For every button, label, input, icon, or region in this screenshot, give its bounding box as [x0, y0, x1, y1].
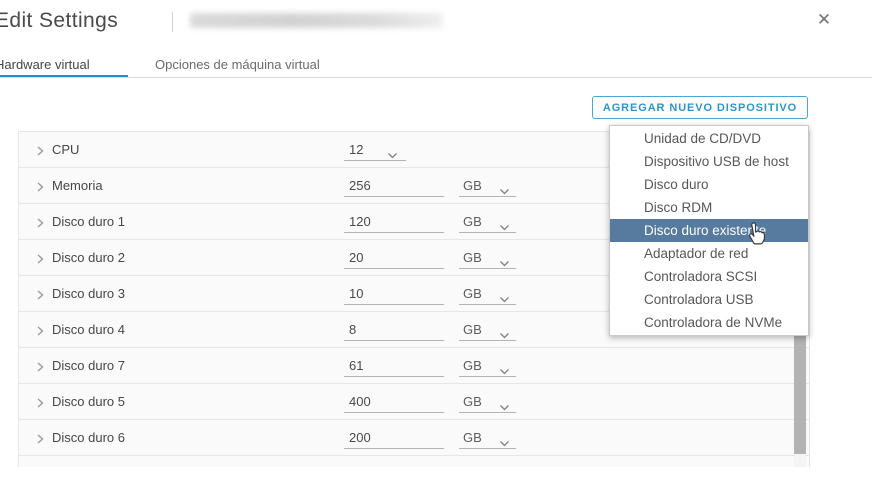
- unit-select[interactable]: GB: [459, 427, 516, 449]
- dialog-title: Edit Settings: [0, 9, 119, 32]
- active-tab-underline: [0, 75, 128, 78]
- add-device-menu-items: Unidad de CD/DVD Dispositivo USB de host…: [610, 127, 808, 334]
- menu-item[interactable]: Controladora de NVMe: [610, 311, 808, 334]
- unit-text: GB: [463, 322, 482, 337]
- menu-item[interactable]: Controladora USB: [610, 288, 808, 311]
- chevron-down-icon: [499, 183, 510, 201]
- value-text: 400: [349, 394, 371, 409]
- hardware-row-label: Disco duro 3: [52, 286, 125, 301]
- value-field[interactable]: 200: [344, 427, 444, 449]
- chevron-down-icon: [499, 435, 510, 453]
- chevron-down-icon: [499, 327, 510, 345]
- value-text: 20: [349, 250, 364, 265]
- chevron-down-icon: [499, 219, 510, 237]
- unit-select[interactable]: GB: [459, 319, 516, 341]
- hardware-row: Disco duro 6 200 GB: [19, 420, 809, 456]
- menu-item[interactable]: Disco RDM: [610, 196, 808, 219]
- chevron-down-icon: [499, 291, 510, 309]
- unit-text: GB: [463, 250, 482, 265]
- value-text: 8: [349, 322, 357, 337]
- menu-item[interactable]: Disco duro existente: [610, 219, 808, 245]
- title-separator: [172, 12, 173, 32]
- chevron-down-icon: [499, 255, 510, 273]
- unit-text: GB: [463, 214, 482, 229]
- unit-select[interactable]: GB: [459, 283, 516, 305]
- chevron-down-icon: [499, 399, 510, 417]
- menu-item-label: Dispositivo USB de host: [644, 154, 789, 169]
- hardware-row: Disco duro 7 61 GB: [19, 348, 809, 384]
- unit-select[interactable]: GB: [459, 391, 516, 413]
- hardware-row-label: Disco duro 2: [52, 250, 125, 265]
- expand-chevron-icon[interactable]: [34, 252, 46, 264]
- value-field[interactable]: 120: [344, 211, 444, 233]
- value-text: 256: [349, 178, 371, 193]
- close-icon[interactable]: ✕: [816, 10, 832, 29]
- value-field[interactable]: 8: [344, 319, 444, 341]
- unit-text: GB: [463, 286, 482, 301]
- value-field[interactable]: 10: [344, 283, 444, 305]
- add-device-menu: Unidad de CD/DVD Dispositivo USB de host…: [609, 125, 809, 336]
- menu-item[interactable]: Unidad de CD/DVD: [610, 127, 808, 150]
- expand-chevron-icon[interactable]: [34, 216, 46, 228]
- menu-item-label: Disco duro: [644, 177, 709, 192]
- unit-text: GB: [463, 358, 482, 373]
- unit-select[interactable]: GB: [459, 355, 516, 377]
- scrollbar-thumb[interactable]: [794, 336, 806, 454]
- value-field[interactable]: 12: [344, 139, 406, 161]
- unit-text: GB: [463, 178, 482, 193]
- menu-item[interactable]: Adaptador de red: [610, 242, 808, 265]
- menu-item-label: Disco RDM: [644, 200, 713, 215]
- expand-chevron-icon[interactable]: [34, 288, 46, 300]
- value-text: 12: [349, 142, 364, 157]
- expand-chevron-icon[interactable]: [34, 360, 46, 372]
- tabs-divider: [0, 77, 872, 78]
- hardware-row-label: Disco duro 7: [52, 358, 125, 373]
- unit-select[interactable]: GB: [459, 247, 516, 269]
- expand-chevron-icon[interactable]: [34, 180, 46, 192]
- chevron-down-icon: [499, 363, 510, 381]
- expand-chevron-icon[interactable]: [34, 324, 46, 336]
- hardware-row-label: Disco duro 5: [52, 394, 125, 409]
- hardware-row-label: Disco duro 6: [52, 430, 125, 445]
- hardware-row-label: Disco duro 4: [52, 322, 125, 337]
- value-text: 10: [349, 286, 364, 301]
- menu-item[interactable]: Dispositivo USB de host: [610, 150, 808, 173]
- value-text: 61: [349, 358, 364, 373]
- expand-chevron-icon[interactable]: [34, 396, 46, 408]
- hardware-row-label: Disco duro 1: [52, 214, 125, 229]
- menu-item-label: Controladora de NVMe: [644, 315, 783, 330]
- expand-chevron-icon[interactable]: [34, 432, 46, 444]
- unit-select[interactable]: GB: [459, 175, 516, 197]
- hardware-row-partial: [19, 456, 809, 467]
- unit-text: GB: [463, 430, 482, 445]
- hand-cursor-icon: [744, 222, 766, 255]
- tab-vm-options[interactable]: Opciones de máquina virtual: [155, 57, 320, 72]
- value-field[interactable]: 400: [344, 391, 444, 413]
- menu-item[interactable]: Controladora SCSI: [610, 265, 808, 288]
- menu-item-label: Adaptador de red: [644, 246, 749, 261]
- value-field[interactable]: 20: [344, 247, 444, 269]
- menu-item-label: Disco duro existente: [644, 223, 767, 238]
- unit-select[interactable]: GB: [459, 211, 516, 233]
- hardware-row-label: Memoria: [52, 178, 103, 193]
- value-text: 120: [349, 214, 371, 229]
- value-field[interactable]: 61: [344, 355, 444, 377]
- expand-chevron-icon[interactable]: [34, 144, 46, 156]
- unit-text: GB: [463, 394, 482, 409]
- vm-name-redacted: [190, 13, 443, 28]
- menu-item-label: Controladora USB: [644, 292, 754, 307]
- hardware-row: Disco duro 5 400 GB: [19, 384, 809, 420]
- menu-item-label: Controladora SCSI: [644, 269, 758, 284]
- value-field[interactable]: 256: [344, 175, 444, 197]
- menu-item[interactable]: Disco duro: [610, 173, 808, 196]
- value-text: 200: [349, 430, 371, 445]
- hardware-row-label: CPU: [52, 142, 80, 157]
- menu-item-label: Unidad de CD/DVD: [644, 131, 762, 146]
- tab-hardware-virtual[interactable]: Hardware virtual: [0, 57, 90, 72]
- chevron-down-icon: [387, 147, 398, 165]
- add-new-device-button[interactable]: AGREGAR NUEVO DISPOSITIVO: [592, 96, 808, 119]
